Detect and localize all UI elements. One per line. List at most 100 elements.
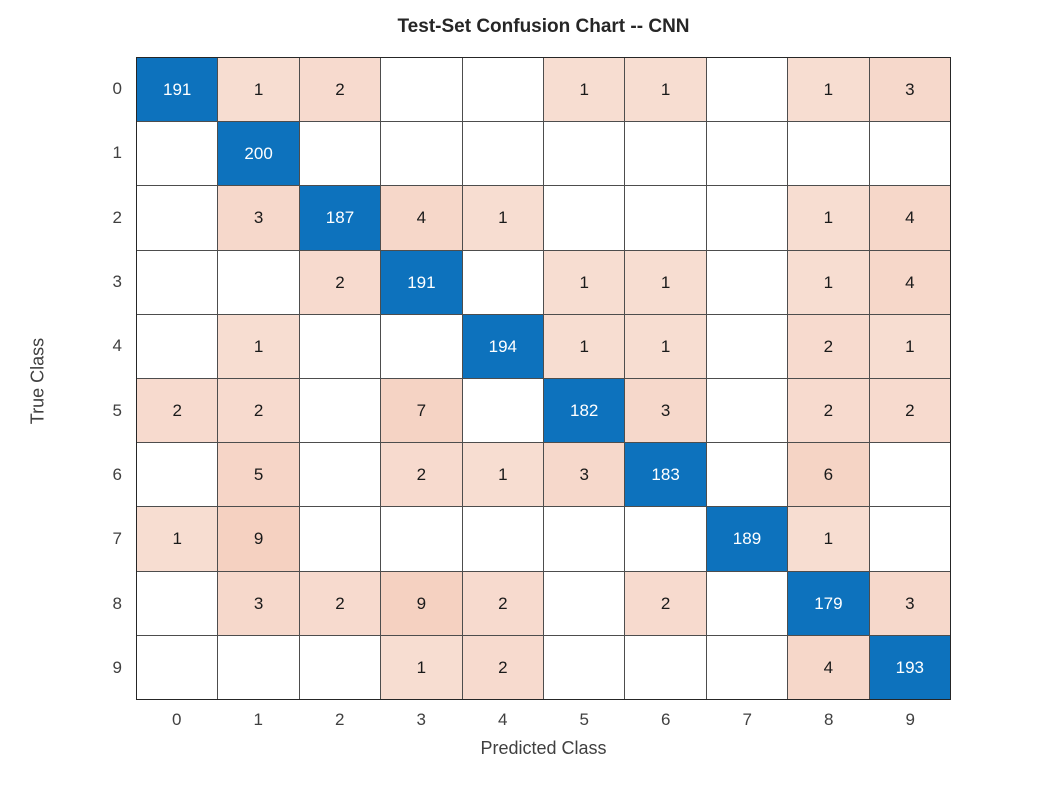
matrix-cell (706, 571, 788, 635)
matrix-cell: 1 (625, 58, 706, 122)
matrix-cell (706, 122, 788, 186)
matrix-cell (299, 635, 381, 699)
matrix-cell (299, 507, 381, 571)
matrix-cell: 1 (462, 186, 543, 250)
x-tick-label: 8 (824, 710, 834, 729)
matrix-cell (137, 122, 218, 186)
matrix-cell (381, 122, 462, 186)
matrix-cell (218, 250, 299, 314)
matrix-cell: 4 (869, 250, 950, 314)
matrix-cell (218, 635, 299, 699)
matrix-cell (869, 122, 950, 186)
matrix-cell (706, 635, 788, 699)
matrix-cell (462, 250, 543, 314)
matrix-cell (381, 58, 462, 122)
x-axis-tick-labels: 0 1 2 3 4 5 6 7 8 9 (136, 708, 951, 732)
matrix-cell (381, 507, 462, 571)
y-tick-label: 9 (112, 657, 122, 677)
matrix-cell (544, 122, 625, 186)
x-tick-label: 9 (905, 710, 915, 729)
matrix-cell (869, 507, 950, 571)
chart-title: Test-Set Confusion Chart -- CNN (397, 16, 690, 37)
matrix-cell (462, 507, 543, 571)
matrix-cell: 2 (218, 379, 299, 443)
matrix-cell: 6 (788, 443, 869, 507)
matrix-cell (544, 507, 625, 571)
matrix-cell: 183 (625, 443, 706, 507)
matrix-cell: 1 (625, 250, 706, 314)
matrix-cell: 2 (788, 314, 869, 378)
y-tick-label: 0 (112, 79, 122, 99)
matrix-cell: 4 (788, 635, 869, 699)
x-tick-label: 5 (579, 710, 589, 729)
matrix-cell: 1 (544, 314, 625, 378)
matrix-cell: 191 (381, 250, 462, 314)
y-tick-label: 8 (112, 593, 122, 613)
matrix-cell: 189 (706, 507, 788, 571)
matrix-cell: 5 (218, 443, 299, 507)
y-tick-label: 3 (112, 272, 122, 292)
y-tick-label: 4 (112, 336, 122, 356)
matrix-cell: 187 (299, 186, 381, 250)
matrix-cell: 1 (137, 507, 218, 571)
matrix-cell: 1 (625, 314, 706, 378)
matrix-cell (137, 443, 218, 507)
matrix-cell: 2 (462, 571, 543, 635)
confusion-matrix-grid: 191 1 2 1 1 1 3 200 3 187 4 1 1 4 2 191 1 1 1 4 1 194 1 1 2 1 2 2 7 1… (137, 58, 950, 699)
matrix-cell (137, 186, 218, 250)
matrix-cell: 7 (381, 379, 462, 443)
matrix-cell: 1 (218, 314, 299, 378)
matrix-cell: 2 (788, 379, 869, 443)
matrix-cell (706, 314, 788, 378)
matrix-cell (625, 186, 706, 250)
matrix-cell: 3 (218, 571, 299, 635)
matrix-cell (137, 635, 218, 699)
matrix-cell (544, 186, 625, 250)
x-tick-label: 4 (498, 710, 508, 729)
matrix-cell (137, 571, 218, 635)
y-axis-label: True Class (27, 337, 48, 425)
matrix-cell: 2 (625, 571, 706, 635)
matrix-cell: 2 (869, 379, 950, 443)
matrix-cell: 191 (137, 58, 218, 122)
x-tick-label: 3 (416, 710, 426, 729)
matrix-cell: 1 (788, 58, 869, 122)
matrix-cell (462, 58, 543, 122)
matrix-cell: 1 (788, 186, 869, 250)
x-tick-label: 7 (742, 710, 752, 729)
matrix-cell (706, 443, 788, 507)
matrix-cell: 194 (462, 314, 543, 378)
matrix-cell (706, 58, 788, 122)
matrix-cell: 3 (544, 443, 625, 507)
matrix-cell (137, 250, 218, 314)
matrix-cell: 1 (544, 58, 625, 122)
matrix-cell: 9 (381, 571, 462, 635)
matrix-cell: 3 (869, 571, 950, 635)
matrix-cell (706, 250, 788, 314)
matrix-cell (544, 571, 625, 635)
y-axis-tick-labels: 0 1 2 3 4 5 6 7 8 9 (58, 57, 122, 700)
matrix-cell: 3 (218, 186, 299, 250)
matrix-cell (137, 314, 218, 378)
x-tick-label: 2 (335, 710, 345, 729)
matrix-cell (625, 507, 706, 571)
matrix-cell (869, 443, 950, 507)
x-tick-label: 6 (661, 710, 671, 729)
matrix-cell: 4 (869, 186, 950, 250)
matrix-cell: 1 (869, 314, 950, 378)
matrix-cell: 2 (381, 443, 462, 507)
matrix-cell (625, 635, 706, 699)
matrix-cell (299, 379, 381, 443)
matrix-cell (544, 635, 625, 699)
y-tick-label: 2 (112, 207, 122, 227)
matrix-cell (706, 186, 788, 250)
matrix-cell: 4 (381, 186, 462, 250)
matrix-cell: 2 (299, 250, 381, 314)
matrix-cell: 200 (218, 122, 299, 186)
matrix-cell (462, 379, 543, 443)
x-tick-label: 0 (172, 710, 182, 729)
matrix-cell: 3 (625, 379, 706, 443)
confusion-matrix-frame: 191 1 2 1 1 1 3 200 3 187 4 1 1 4 2 191 1 1 1 4 1 194 1 1 2 1 2 2 7 1… (136, 57, 951, 700)
matrix-cell (299, 314, 381, 378)
